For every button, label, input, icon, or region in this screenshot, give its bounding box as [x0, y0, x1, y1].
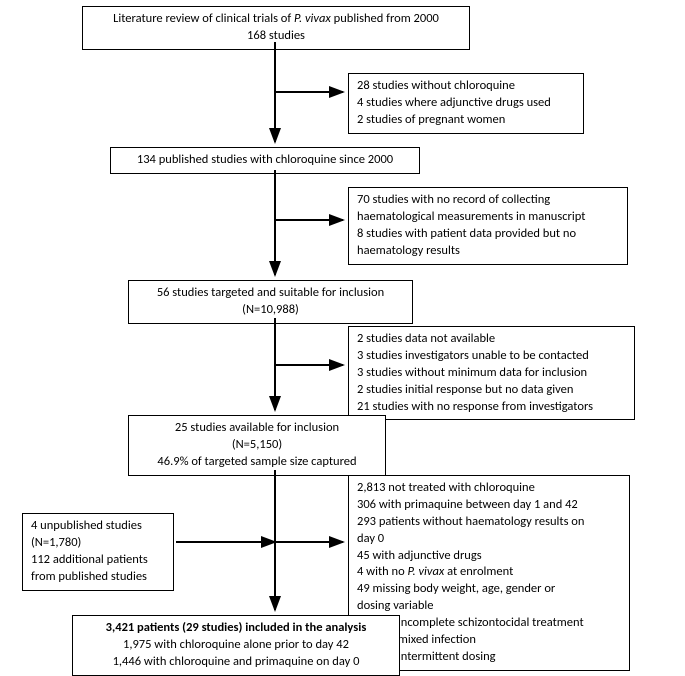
box-line: (N=5,150) [137, 437, 377, 454]
box-line: 25 studies available for inclusion [137, 420, 377, 437]
box-line: 4 studies where adjunctive drugs used [357, 95, 575, 112]
box-line: haematology results [357, 243, 619, 260]
exclusion-box-1: 28 studies without chloroquine4 studies … [348, 73, 584, 134]
box-line: day 0 [357, 531, 621, 548]
flow-box-2: 134 published studies with chloroquine s… [110, 147, 420, 174]
box-line: 4 with no P. vivax at enrolment [357, 564, 621, 581]
box-line: (N=1,780) [31, 535, 165, 552]
box-line: 2 studies data not available [357, 331, 626, 348]
exclusion-box-2: 70 studies with no record of collectingh… [348, 187, 628, 265]
box-line: 70 studies with no record of collecting [357, 192, 619, 209]
box-line: from published studies [31, 569, 165, 586]
flow-box-start: Literature review of clinical trials of … [82, 6, 470, 50]
box-line: 168 studies [91, 28, 461, 45]
box-line: 3,421 patients (29 studies) included in … [81, 620, 391, 637]
flow-box-4: 25 studies available for inclusion(N=5,1… [128, 415, 386, 476]
box-line: 49 missing body weight, age, gender or [357, 581, 621, 598]
box-line: 1,446 with chloroquine and primaquine on… [81, 654, 391, 671]
box-line: 56 studies targeted and suitable for inc… [137, 285, 404, 302]
box-line: 306 with primaquine between day 1 and 42 [357, 497, 621, 514]
box-line: Literature review of clinical trials of … [91, 11, 461, 28]
box-line: 2,813 not treated with chloroquine [357, 480, 621, 497]
inclusion-box: 4 unpublished studies(N=1,780)112 additi… [22, 513, 174, 591]
box-line: 134 published studies with chloroquine s… [119, 152, 411, 169]
box-line: 45 with adjunctive drugs [357, 548, 621, 565]
box-line: 1,975 with chloroquine alone prior to da… [81, 637, 391, 654]
box-line: (N=10,988) [137, 302, 404, 319]
box-line: 3 studies investigators unable to be con… [357, 348, 626, 365]
box-line: 112 additional patients [31, 552, 165, 569]
exclusion-box-3: 2 studies data not available3 studies in… [348, 326, 635, 420]
box-line: 3 studies without minimum data for inclu… [357, 365, 626, 382]
box-line: haematological measurements in manuscrip… [357, 209, 619, 226]
box-line: 293 patients without haematology results… [357, 514, 621, 531]
box-line: 21 studies with no response from investi… [357, 399, 626, 416]
box-line: dosing variable [357, 598, 621, 615]
box-line: 8 studies with patient data provided but… [357, 226, 619, 243]
box-line: 2 studies of pregnant women [357, 112, 575, 129]
box-line: 2 studies initial response but no data g… [357, 382, 626, 399]
flow-box-final: 3,421 patients (29 studies) included in … [72, 615, 400, 676]
box-line: 28 studies without chloroquine [357, 78, 575, 95]
box-line: 46.9% of targeted sample size captured [137, 454, 377, 471]
box-line: 4 unpublished studies [31, 518, 165, 535]
flow-box-3: 56 studies targeted and suitable for inc… [128, 280, 413, 324]
